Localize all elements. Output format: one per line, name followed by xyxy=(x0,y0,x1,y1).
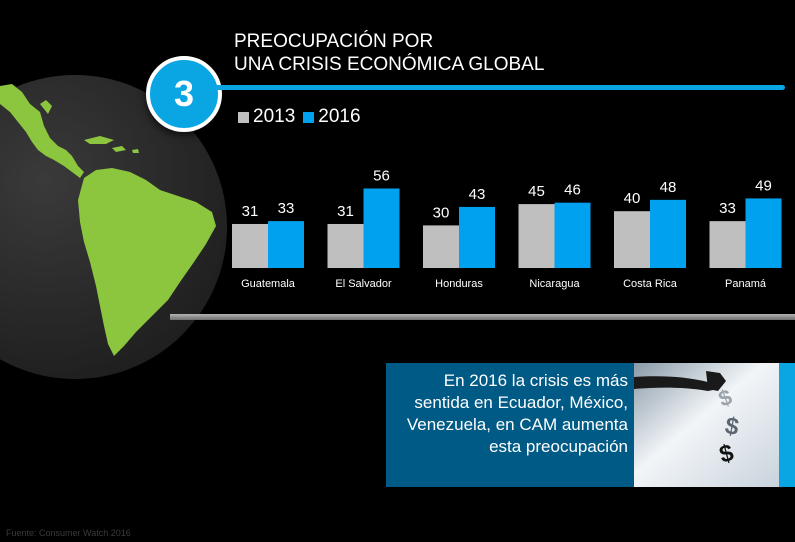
legend-swatch-2013 xyxy=(238,111,249,123)
bar-costa-rica-2016 xyxy=(650,199,686,268)
bar-honduras-2016 xyxy=(459,206,495,268)
bar-honduras-2013 xyxy=(423,225,459,268)
legend-swatch-2016 xyxy=(303,111,315,123)
data-label-el-salvador-2016: 56 xyxy=(373,167,390,184)
category-label-el-salvador: El Salvador xyxy=(335,278,392,290)
data-label-costa-rica-2016: 48 xyxy=(660,179,677,196)
bar-chart: 31 33 Guatemala 31 56 El Salvador 30 43 Honduras… xyxy=(232,167,782,290)
data-label-panama-2013: 33 xyxy=(719,200,736,217)
section-number: 3 xyxy=(173,73,195,114)
data-label-panama-2016: 49 xyxy=(755,177,772,194)
legend-item-2013: 2013 xyxy=(238,106,295,128)
data-label-honduras-2013: 30 xyxy=(433,204,450,221)
legend-label-2016: 2016 xyxy=(318,106,361,127)
dollar-signs-photo: $ $ $ xyxy=(634,363,779,487)
bar-panama-2016 xyxy=(745,198,782,268)
legend-label-2013: 2013 xyxy=(253,106,296,127)
data-label-el-salvador-2013: 31 xyxy=(337,203,354,220)
data-label-honduras-2016: 43 xyxy=(469,186,486,203)
data-label-costa-rica-2013: 40 xyxy=(624,190,641,207)
category-label-nicaragua: Nicaragua xyxy=(529,278,580,290)
source-note: Fuente: Consumer Watch 2016 xyxy=(6,528,131,538)
category-label-guatemala: Guatemala xyxy=(241,278,296,290)
section-number-badge: 3 xyxy=(146,56,222,132)
bar-panama-2013 xyxy=(709,221,746,268)
callout-box: En 2016 la crisis es más sentida en Ecua… xyxy=(386,363,634,487)
chart-legend: 2013 2016 xyxy=(238,106,369,128)
bar-costa-rica-2013 xyxy=(614,211,650,268)
bar-nicaragua-2016 xyxy=(554,202,591,268)
title-underline xyxy=(200,85,785,90)
title-line-2: UNA CRISIS ECONÓMICA GLOBAL xyxy=(234,54,545,75)
data-label-guatemala-2013: 31 xyxy=(242,203,259,220)
category-label-honduras: Honduras xyxy=(435,278,483,290)
data-label-nicaragua-2013: 45 xyxy=(528,183,545,200)
divider-bar xyxy=(170,314,795,320)
legend-item-2016: 2016 xyxy=(303,106,361,128)
data-label-nicaragua-2016: 46 xyxy=(564,182,581,199)
bar-guatemala-2013 xyxy=(232,223,268,268)
category-label-panama: Panamá xyxy=(725,278,767,290)
bar-nicaragua-2013 xyxy=(518,204,555,268)
data-label-guatemala-2016: 33 xyxy=(278,200,295,217)
svg-text:$: $ xyxy=(723,412,741,441)
bar-el-salvador-2016 xyxy=(363,188,400,268)
bar-el-salvador-2013 xyxy=(327,223,364,268)
page-title: PREOCUPACIÓN POR UNA CRISIS ECONÓMICA GL… xyxy=(234,30,544,76)
globe-americas-icon xyxy=(0,75,227,379)
category-label-costa-rica: Costa Rica xyxy=(623,278,678,290)
accent-strip xyxy=(779,363,795,487)
title-line-1: PREOCUPACIÓN POR xyxy=(234,31,434,52)
callout-text: En 2016 la crisis es más sentida en Ecua… xyxy=(406,371,628,456)
bar-guatemala-2016 xyxy=(268,221,304,268)
